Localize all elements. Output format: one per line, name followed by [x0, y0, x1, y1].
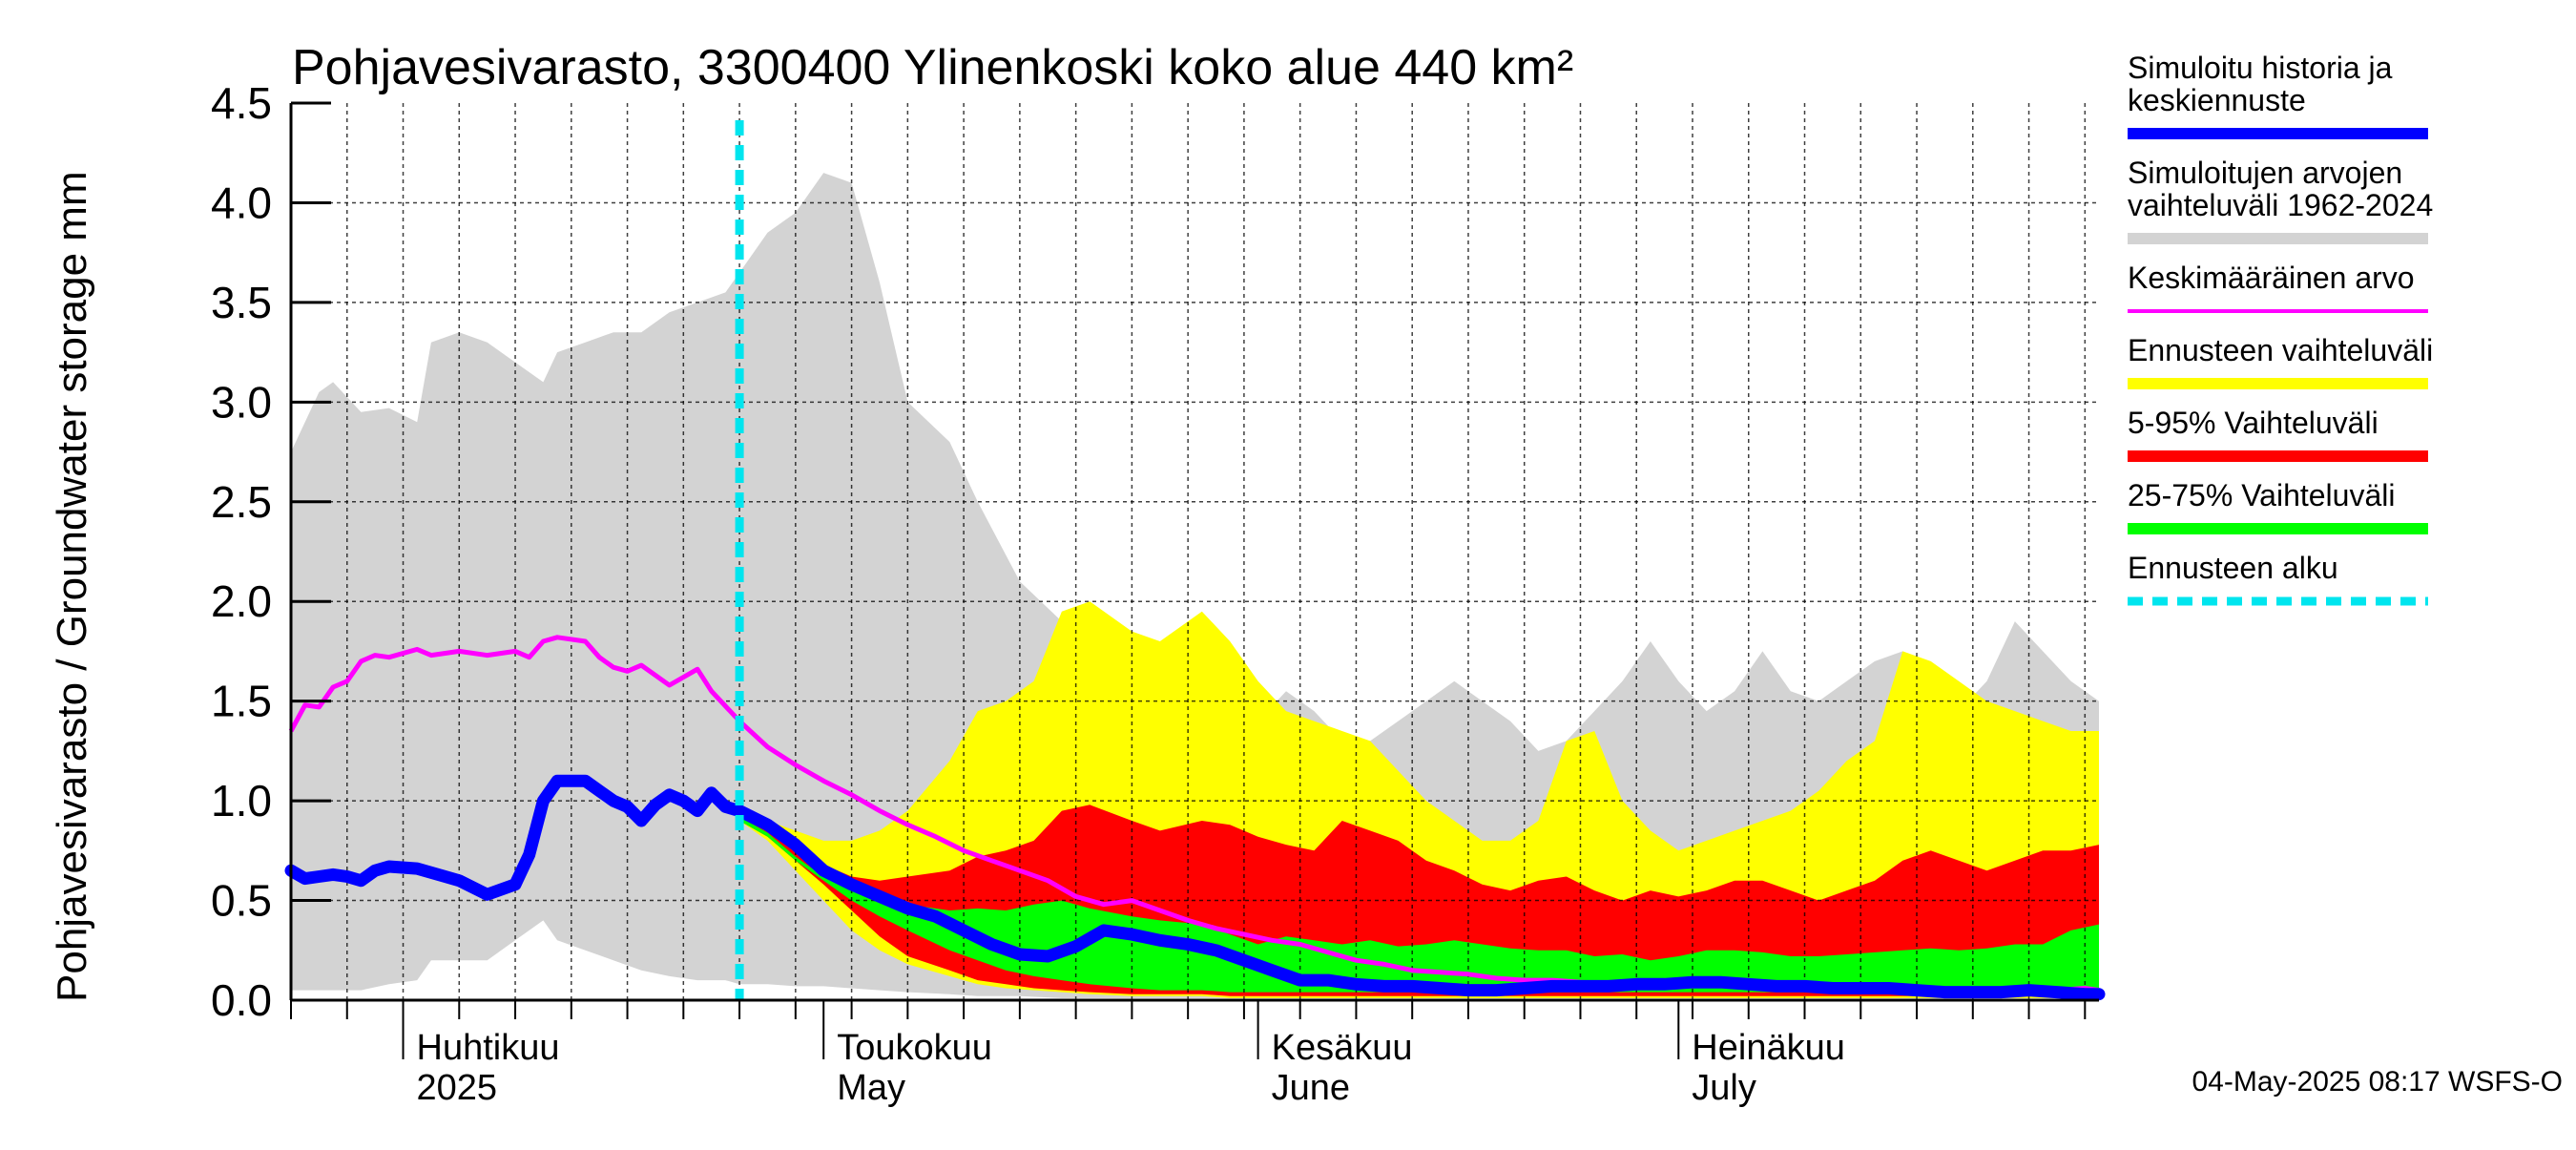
legend-label: Simuloitujen arvojen	[2128, 156, 2402, 190]
month-label-en: June	[1272, 1068, 1350, 1108]
chart-title: Pohjavesivarasto, 3300400 Ylinenkoski ko…	[292, 40, 1573, 95]
timestamp-footer: 04-May-2025 08:17 WSFS-O	[2192, 1066, 2564, 1098]
legend-label: Keskimääräinen arvo	[2128, 261, 2415, 295]
month-label: Huhtikuu	[417, 1028, 560, 1068]
y-axis-label: Pohjavesivarasto / Groundwater storage m…	[49, 171, 95, 1002]
y-tick-label: 0.5	[211, 876, 272, 926]
legend-label: Ennusteen vaihteluväli	[2128, 333, 2433, 367]
y-tick-label: 2.0	[211, 576, 272, 626]
y-tick-label: 1.0	[211, 776, 272, 826]
month-label: Kesäkuu	[1272, 1028, 1413, 1068]
y-tick-label: 3.5	[211, 278, 272, 327]
legend-label: 5-95% Vaihteluväli	[2128, 406, 2379, 440]
y-tick-label: 2.5	[211, 477, 272, 527]
month-label-en: 2025	[417, 1068, 498, 1108]
y-tick-label: 3.0	[211, 377, 272, 427]
plot-area: 0.0 0.5 1.0 1.5 2.0 2.5 3.0 3.5 4.0 4.5 Huhtikuu20…	[211, 78, 2106, 1108]
month-label-en: July	[1692, 1068, 1756, 1108]
month-label: Heinäkuu	[1692, 1028, 1845, 1068]
month-label: Toukokuu	[837, 1028, 992, 1068]
series-line-history	[284, 774, 2106, 1001]
month-label-en: May	[837, 1068, 905, 1108]
y-tick-label: 4.0	[211, 178, 272, 227]
legend-label: Simuloitu historia ja	[2128, 51, 2393, 85]
legend-label: 25-75% Vaihteluväli	[2128, 478, 2395, 512]
y-tick-label: 0.0	[211, 975, 272, 1025]
legend-label: Ennusteen alku	[2128, 551, 2338, 585]
legend-label: keskiennuste	[2128, 83, 2306, 117]
y-tick-label: 4.5	[211, 78, 272, 128]
y-tick-label: 1.5	[211, 677, 272, 726]
legend-label: vaihteluväli 1962-2024	[2128, 188, 2433, 222]
